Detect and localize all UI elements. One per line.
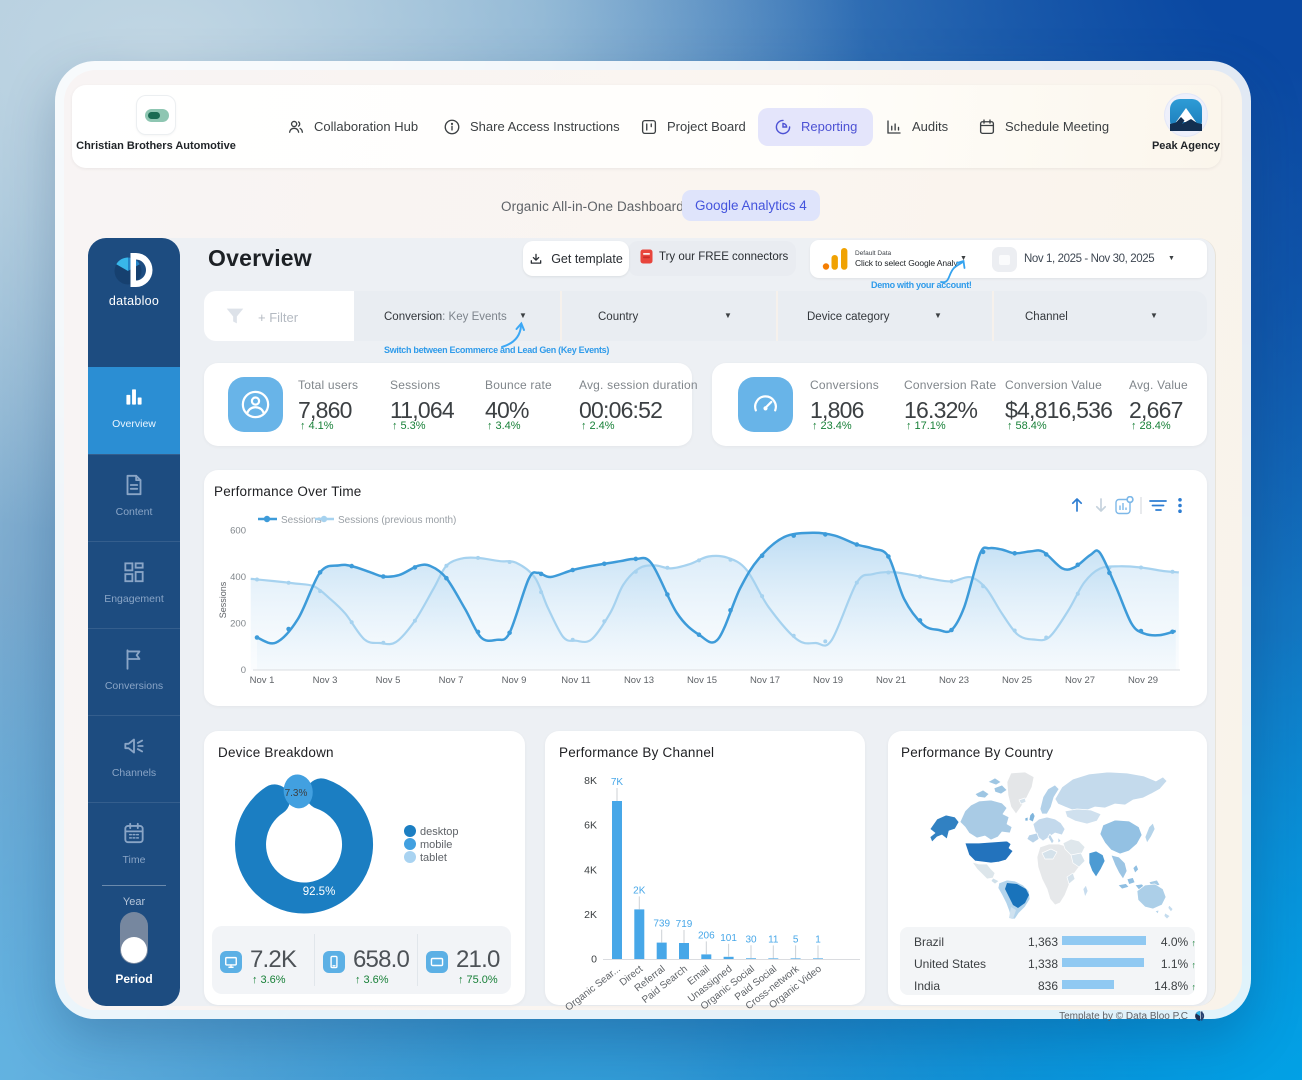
svg-text:7.3%: 7.3% xyxy=(285,788,308,799)
svg-text:400: 400 xyxy=(230,572,246,583)
svg-text:Nov 7: Nov 7 xyxy=(439,675,464,686)
svg-text:600: 600 xyxy=(230,526,246,537)
svg-text:2K: 2K xyxy=(633,885,646,896)
svg-text:Nov 3: Nov 3 xyxy=(313,675,338,686)
svg-text:6K: 6K xyxy=(584,820,597,832)
svg-text:desktop: desktop xyxy=(420,826,459,838)
svg-text:Nov 29: Nov 29 xyxy=(1128,675,1158,686)
svg-text:Nov 21: Nov 21 xyxy=(876,675,906,686)
svg-text:Nov 9: Nov 9 xyxy=(502,675,527,686)
svg-text:7K: 7K xyxy=(611,777,624,788)
svg-text:Nov 11: Nov 11 xyxy=(561,675,590,686)
svg-text:Nov 25: Nov 25 xyxy=(1002,675,1032,686)
svg-text:0: 0 xyxy=(591,954,597,966)
svg-text:0: 0 xyxy=(241,665,246,676)
svg-text:Nov 23: Nov 23 xyxy=(939,675,969,686)
svg-text:4K: 4K xyxy=(584,864,597,876)
svg-text:Nov 19: Nov 19 xyxy=(813,675,843,686)
svg-text:30: 30 xyxy=(745,934,757,945)
svg-text:101: 101 xyxy=(720,933,737,944)
svg-text:tablet: tablet xyxy=(420,852,447,864)
svg-text:Nov 5: Nov 5 xyxy=(376,675,401,686)
svg-text:92.5%: 92.5% xyxy=(303,886,336,898)
svg-text:Sessions (previous month): Sessions (previous month) xyxy=(338,515,456,526)
svg-text:719: 719 xyxy=(676,919,693,930)
svg-text:mobile: mobile xyxy=(420,839,452,851)
svg-text:1: 1 xyxy=(815,934,821,945)
svg-text:Nov 15: Nov 15 xyxy=(687,675,717,686)
svg-text:11: 11 xyxy=(768,934,779,945)
svg-text:200: 200 xyxy=(230,619,246,630)
svg-text:739: 739 xyxy=(653,919,670,930)
svg-text:Sessions: Sessions xyxy=(218,581,228,618)
svg-text:Nov 1: Nov 1 xyxy=(250,675,275,686)
svg-text:Sessions: Sessions xyxy=(281,515,322,526)
svg-text:206: 206 xyxy=(698,930,715,941)
svg-text:Nov 13: Nov 13 xyxy=(624,675,654,686)
svg-text:Nov 17: Nov 17 xyxy=(750,675,780,686)
svg-text:Nov 27: Nov 27 xyxy=(1065,675,1095,686)
svg-text:8K: 8K xyxy=(584,775,597,787)
svg-text:Organic Sear...: Organic Sear... xyxy=(564,964,623,1010)
svg-text:5: 5 xyxy=(793,934,799,945)
svg-text:2K: 2K xyxy=(584,909,597,921)
